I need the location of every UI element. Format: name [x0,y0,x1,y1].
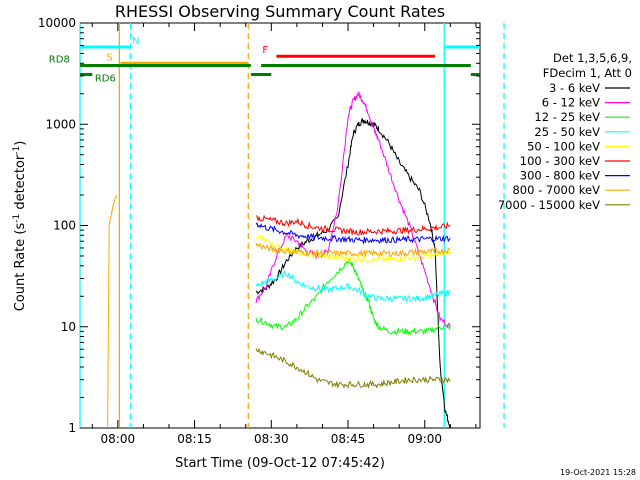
series-line-50-100-kev [255,234,451,264]
x-tick-label-08-15: 08:15 [177,432,212,446]
x-axis-label: Start Time (09-Oct-12 07:45:42) [175,456,385,471]
state-bar-label-n: N [132,36,139,47]
state-bar-label-rd8: RD8 [49,55,70,66]
x-tick-label-09-00: 09:00 [407,432,442,446]
y-tick-label-1: 1 [68,421,76,435]
chart-title: RHESSI Observing Summary Count Rates [115,2,445,21]
series-line-12-25-kev [255,258,451,336]
x-tick-label-08-30: 08:30 [254,432,289,446]
legend-label-12-25-kev: 12 - 25 keV [534,110,600,124]
y-tick-label-1000: 1000 [45,117,76,131]
y-axis-label-mid: detector [13,154,28,214]
legend-label-800-7000-kev: 800 - 7000 keV [512,183,600,197]
series-line-100-300-kev [255,214,451,236]
legend-label-100-300-kev: 100 - 300 keV [520,154,600,168]
series-line-7000-15000-kev [255,347,451,389]
series-line-25-50-kev [255,270,451,304]
legend-header-line-2: FDecim 1, Att 0 [543,66,632,80]
state-bar-label-rd6: RD6 [95,73,116,84]
plot-frame [79,22,481,429]
observing-state-bars: S N F RD8 RD6 [49,36,480,84]
legend-label-7000-15000-kev: 7000 - 15000 keV [498,198,600,212]
y-axis-label-end: ) [13,141,28,146]
axis-ticks: 08:00 08:15 08:30 08:45 09:00 1 10 100 1000 10000 [38,16,480,446]
state-bar-label-s: S [106,52,112,63]
footer-timestamp: 19-Oct-2021 15:28 [560,468,636,477]
legend-label-6-12-kev: 6 - 12 keV [542,96,600,110]
series-line-300-800-kev [255,222,451,245]
legend-label-50-100-kev: 50 - 100 keV [527,139,600,153]
series-line-800-7000-kev [255,242,451,258]
legend-label-3-6-kev: 3 - 6 keV [549,81,600,95]
y-axis-label-exp2: -1 [12,146,22,155]
y-tick-label-10: 10 [61,320,76,334]
early-spike-line [107,194,118,429]
y-axis-label: Count Rate (s-1 detector-1) [12,141,28,312]
y-axis-label-exp1: -1 [12,214,22,223]
state-bar-label-f: F [262,45,268,56]
x-tick-label-08-45: 08:45 [331,432,366,446]
legend-label-25-50-kev: 25 - 50 keV [534,125,600,139]
legend-label-300-800-kev: 300 - 800 keV [520,169,600,183]
legend-header-line-1: Det 1,3,5,6,9, [553,51,632,65]
series-line-6-12-kev [255,91,451,329]
energy-band-series [107,91,451,429]
y-axis-label-main: Count Rate (s [13,223,28,312]
series-line-3-6-kev [255,117,451,429]
x-tick-label-08-00: 08:00 [101,432,136,446]
y-tick-label-100: 100 [53,219,76,233]
y-tick-label-10000: 10000 [38,16,76,30]
plot-area [79,22,481,429]
legend: Det 1,3,5,6,9, FDecim 1, Att 0 3 - 6 keV… [498,51,632,212]
